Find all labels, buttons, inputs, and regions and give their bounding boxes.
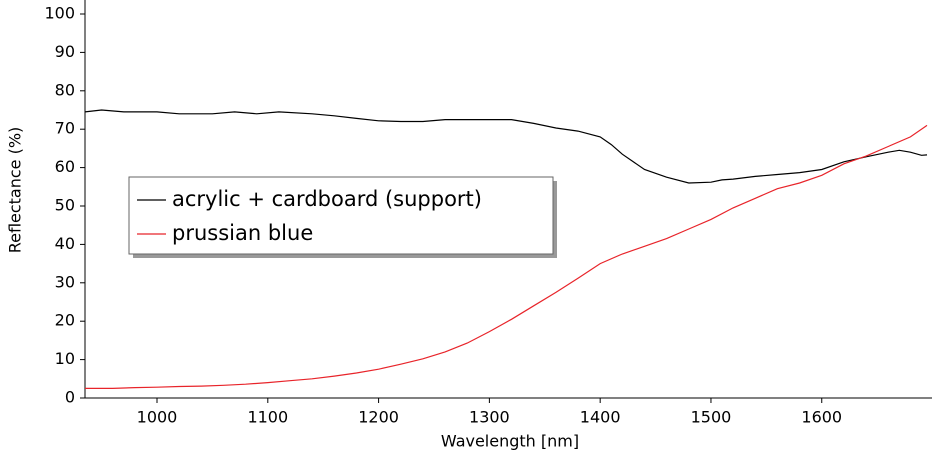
y-tick-label: 30 [55,272,75,291]
y-axis-label: Reflectance (%) [6,127,25,254]
legend: acrylic + cardboard (support) prussian bl… [128,176,557,258]
y-tick-label: 20 [55,311,75,330]
y-tick-label: 90 [55,42,75,61]
y-tick-label: 60 [55,157,75,176]
x-tick-label: 1500 [691,408,732,427]
legend-label: prussian blue [172,221,313,245]
y-tick-label: 40 [55,234,75,253]
y-tick-label: 50 [55,196,75,215]
legend-label: acrylic + cardboard (support) [172,187,482,211]
y-tick-label: 100 [44,4,75,23]
x-tick-label: 1100 [247,408,288,427]
y-tick-label: 10 [55,349,75,368]
y-tick-label: 70 [55,119,75,138]
x-axis-label: Wavelength [nm] [441,432,579,451]
legend-box [128,176,554,255]
x-tick-label: 1600 [801,408,842,427]
x-tick-label: 1300 [469,408,510,427]
x-tick-label: 1200 [358,408,399,427]
x-tick-label: 1400 [580,408,621,427]
y-tick-label: 0 [65,388,75,407]
y-tick-label: 80 [55,80,75,99]
x-tick-label: 1000 [137,408,178,427]
data-line [85,124,928,389]
data-line [84,109,928,184]
